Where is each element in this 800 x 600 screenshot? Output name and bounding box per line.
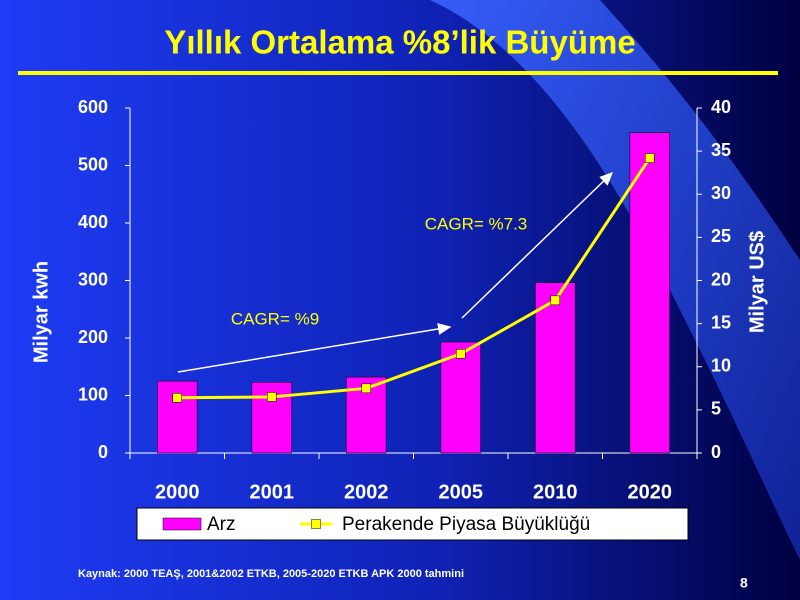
y-axis-title: Milyar kwh (30, 261, 52, 363)
line-marker (645, 153, 655, 163)
y2-tick-label: 40 (711, 97, 731, 117)
line-marker (267, 392, 277, 402)
y-tick-label: 0 (98, 442, 108, 462)
legend-swatch (311, 519, 321, 529)
bar (629, 132, 670, 454)
line (177, 157, 651, 400)
legend-swatch (162, 517, 202, 531)
x-tick-label: 2010 (533, 481, 578, 503)
y2-tick-label: 10 (711, 356, 731, 376)
annotation: CAGR= %7.3 (425, 214, 528, 233)
y2-tick-label: 0 (711, 442, 721, 462)
x-tick-label: 2005 (439, 481, 484, 503)
x-tick-label: 2001 (250, 481, 295, 503)
y2-axis-title: Milyar US$ (746, 231, 768, 333)
x-tick-label: 2002 (344, 481, 389, 503)
legend-label: Arz (207, 514, 236, 535)
y2-tick-label: 35 (711, 140, 731, 160)
y2-tick-label: 25 (711, 226, 731, 246)
line-marker (361, 383, 371, 394)
line-marker (172, 393, 182, 403)
y2-tick-label: 20 (711, 269, 731, 289)
arrow (461, 171, 614, 319)
source-note: Kaynak: 2000 TEAŞ, 2001&2002 ETKB, 2005-… (78, 568, 464, 580)
line-marker (550, 295, 560, 306)
legend (136, 507, 689, 541)
legend-label: Perakende Piyasa Büyüklüğü (342, 514, 590, 535)
y-tick-label: 200 (78, 327, 108, 347)
y-tick-label: 400 (78, 212, 108, 232)
y2-tick-label: 5 (711, 399, 721, 419)
chart-title: Yıllık Ortalama %8’lik Büyüme (164, 24, 635, 61)
y-tick-label: 100 (78, 384, 108, 404)
arrow (177, 323, 452, 373)
y-tick-label: 600 (78, 97, 108, 117)
y2-tick-label: 30 (711, 183, 731, 203)
y2-tick-label: 15 (711, 312, 731, 332)
x-tick-label: 2000 (155, 481, 200, 503)
bar (440, 341, 481, 454)
swoosh (430, 0, 800, 560)
bar (535, 282, 576, 454)
annotation: CAGR= %9 (231, 309, 319, 328)
y-tick-label: 300 (78, 269, 108, 289)
x-tick-label: 2020 (628, 481, 673, 503)
bar (157, 380, 198, 454)
line-marker (456, 349, 466, 359)
y-tick-label: 500 (78, 154, 108, 174)
page-number: 8 (740, 575, 748, 591)
